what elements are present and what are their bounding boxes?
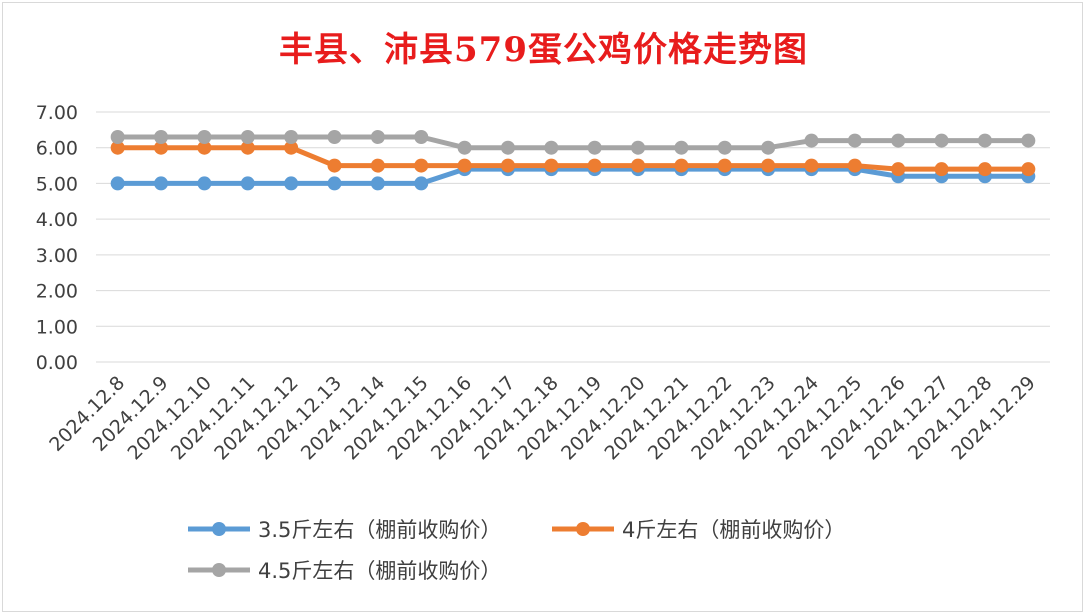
data-point [847,133,862,148]
series-line [117,166,1029,186]
data-point [414,158,429,173]
data-point [674,158,689,173]
y-tick-label: 2.00 [36,281,78,303]
y-tick-label: 6.00 [36,138,78,160]
series-2 [110,140,1036,177]
series-line [117,134,1029,151]
data-point [327,130,342,144]
y-tick-label: 0.00 [36,352,78,374]
data-point [197,140,212,155]
legend-item-series-1: 3.5斤左右（棚前收购价） [188,514,501,544]
legend-swatch [552,522,614,536]
data-point [847,158,862,173]
data-point [284,140,299,155]
data-point [717,140,732,155]
data-point [457,158,472,173]
data-point [110,140,125,155]
legend-label: 4.5斤左右（棚前收购价） [258,559,502,583]
data-point [284,176,299,191]
series-lines [110,130,1036,191]
data-point [934,133,949,148]
data-point [934,162,949,177]
data-point [761,140,776,155]
data-point [587,140,602,155]
data-point [804,133,819,148]
data-point [631,158,646,173]
data-point [587,158,602,173]
data-point [414,130,429,144]
series-3 [110,130,1036,155]
legend-item-series-2: 4斤左右（棚前收购价） [552,514,845,544]
data-point [977,133,992,148]
data-point [370,130,385,144]
y-tick-label: 5.00 [36,173,78,195]
legend-swatch [188,522,250,536]
data-point [631,140,646,155]
y-tick-label: 1.00 [36,316,78,338]
data-point [327,176,342,191]
y-tick-label: 7.00 [36,102,78,124]
series-line [117,145,1029,172]
data-point [717,158,732,173]
data-point [544,140,559,155]
data-point [804,158,819,173]
data-point [154,140,169,155]
data-point [197,176,212,191]
y-tick-label: 3.00 [36,245,78,267]
data-point [1021,162,1036,177]
data-point [240,130,255,144]
data-point [891,162,906,177]
data-point [240,140,255,155]
data-point [674,140,689,155]
data-point [370,158,385,173]
data-point [544,158,559,173]
data-point [500,140,515,155]
data-point [1021,133,1036,148]
y-tick-label: 4.00 [36,209,78,231]
data-point [284,130,299,144]
data-point [197,130,212,144]
data-point [154,176,169,191]
legend-item-series-3: 4.5斤左右（棚前收购价） [188,555,501,585]
data-point [110,130,125,144]
legend-swatch [188,563,250,577]
data-point [240,176,255,191]
legend-label: 4斤左右（棚前收购价） [622,518,846,542]
data-point [327,158,342,173]
chart-title: 丰县、沛县579蛋公鸡价格走势图 [279,30,808,70]
data-point [110,176,125,191]
data-point [414,176,429,191]
data-point [977,162,992,177]
data-point [154,130,169,144]
data-point [500,158,515,173]
data-point [370,176,385,191]
data-point [457,140,472,155]
x-axis-tick-labels: 2024.12.82024.12.92024.12.102024.12.1120… [45,372,1040,464]
legend-label: 3.5斤左右（棚前收购价） [258,518,502,542]
data-point [891,133,906,148]
y-axis-tick-labels: 0.00 1.00 2.00 3.00 4.00 5.00 6.00 7.00 [36,102,78,374]
data-point [761,158,776,173]
